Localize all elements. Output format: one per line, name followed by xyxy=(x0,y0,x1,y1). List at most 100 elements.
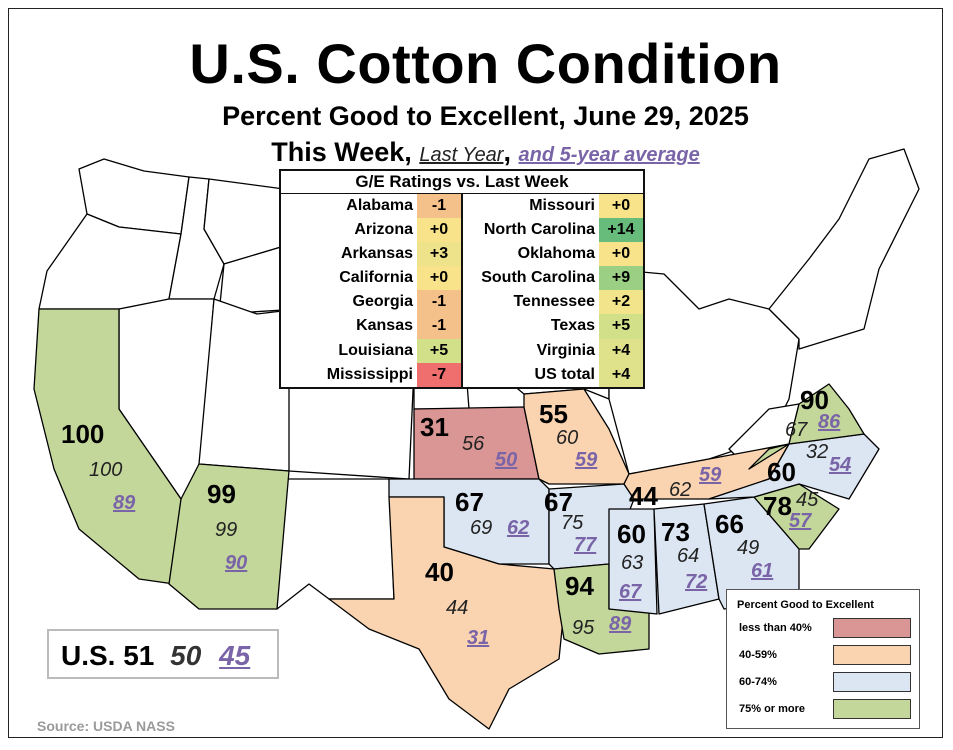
georgia-five-year: 61 xyxy=(751,560,774,582)
ge-row: Kansas -1 xyxy=(281,314,461,339)
us-total-this-week: U.S. 51 xyxy=(61,640,155,671)
arkansas-this-week: 67 xyxy=(544,487,573,517)
ge-change: +14 xyxy=(599,218,643,243)
virginia-five-year: 86 xyxy=(818,411,841,433)
page-subtitle: Percent Good to Excellent, June 29, 2025 xyxy=(222,101,749,131)
ge-row: South Carolina +9 xyxy=(463,266,643,291)
ge-change: +0 xyxy=(599,242,643,267)
louisiana-this-week: 94 xyxy=(565,571,594,601)
this-week-key: This Week, xyxy=(271,137,412,167)
ge-state: Texas xyxy=(550,317,595,335)
ge-change: +5 xyxy=(599,314,643,339)
ge-state: Oklahoma xyxy=(517,245,595,263)
legend-swatch xyxy=(833,645,911,665)
alabama-last-year: 64 xyxy=(677,545,700,567)
ge-state: Louisiana xyxy=(338,341,413,359)
ge-ratings-table: G/E Ratings vs. Last Week Alabama -1 Arizo… xyxy=(279,169,645,389)
ge-row: US total +4 xyxy=(463,362,643,387)
south-carolina-this-week: 78 xyxy=(763,491,792,521)
texas-this-week: 40 xyxy=(425,557,454,587)
ge-change: +3 xyxy=(417,242,461,267)
legend-swatch xyxy=(833,699,911,719)
kansas-this-week: 31 xyxy=(420,412,449,442)
ge-change: +4 xyxy=(599,338,643,363)
georgia-this-week: 66 xyxy=(715,509,744,539)
ge-change: -1 xyxy=(417,290,461,315)
alabama-five-year: 72 xyxy=(685,571,708,593)
state-arizona xyxy=(168,463,290,610)
us-total-five-year: 45 xyxy=(219,640,251,671)
oklahoma-five-year: 62 xyxy=(507,517,530,539)
arizona-five-year: 90 xyxy=(225,552,248,574)
legend-label: 75% or more xyxy=(739,703,806,715)
ge-row: Oklahoma +0 xyxy=(463,242,643,267)
ge-change: +5 xyxy=(417,338,461,363)
ge-change: +0 xyxy=(417,218,461,243)
alabama-this-week: 73 xyxy=(661,517,690,547)
mississippi-this-week: 60 xyxy=(617,519,646,549)
five-year-key: and 5-year average xyxy=(518,144,700,166)
ge-change: +2 xyxy=(599,290,643,315)
us-total-last-year: 50 xyxy=(170,640,202,671)
legend-swatch xyxy=(833,672,911,692)
ge-state: Missouri xyxy=(529,197,595,214)
ge-left-column: Alabama -1 Arizona +0 Arkansas +3 California +0… xyxy=(281,194,463,387)
last-year-key: Last Year xyxy=(419,144,504,166)
legend-item: less than 40% xyxy=(739,616,914,640)
california-last-year: 100 xyxy=(89,459,123,481)
oklahoma-this-week: 67 xyxy=(455,487,484,517)
ge-row: Tennessee +2 xyxy=(463,290,643,315)
ge-change: +0 xyxy=(417,266,461,291)
north-carolina-this-week: 60 xyxy=(767,457,796,487)
ge-row: Arizona +0 xyxy=(281,218,461,243)
key-comma: , xyxy=(503,137,511,167)
ge-state: South Carolina xyxy=(481,269,595,287)
ge-change: +9 xyxy=(599,266,643,291)
legend-item: 75% or more xyxy=(739,697,914,721)
state-virginia xyxy=(748,383,865,470)
louisiana-five-year: 89 xyxy=(609,613,632,635)
us-total-box: U.S. 51 50 45 xyxy=(47,629,279,679)
ge-change: -7 xyxy=(417,362,461,387)
virginia-this-week: 90 xyxy=(800,385,829,415)
legend-swatch xyxy=(833,618,911,638)
ge-change: +0 xyxy=(599,194,643,219)
ge-state: Georgia xyxy=(352,293,413,311)
ge-row: Alabama -1 xyxy=(281,194,461,219)
tennessee-five-year: 59 xyxy=(699,464,722,486)
texas-five-year: 31 xyxy=(467,627,490,649)
legend-label: 60-74% xyxy=(739,676,777,688)
south-carolina-five-year: 57 xyxy=(789,510,812,532)
legend-label: less than 40% xyxy=(739,622,812,634)
ge-state: US total xyxy=(534,365,595,383)
north-carolina-last-year: 32 xyxy=(806,441,829,463)
legend-item: 40-59% xyxy=(739,643,914,667)
ge-state: Kansas xyxy=(356,317,413,335)
ge-state: Tennessee xyxy=(513,293,595,311)
arkansas-five-year: 77 xyxy=(574,534,597,556)
series-key-line: This Week, Last Year, and 5-year average xyxy=(9,137,942,168)
ge-row: Georgia -1 xyxy=(281,290,461,315)
missouri-five-year: 59 xyxy=(575,449,598,471)
ge-row: California +0 xyxy=(281,266,461,291)
ge-state: Virginia xyxy=(536,341,595,359)
missouri-this-week: 55 xyxy=(539,399,568,429)
color-legend: Percent Good to Excellent less than 40% 4… xyxy=(726,589,920,729)
california-five-year: 89 xyxy=(113,492,136,514)
texas-last-year: 44 xyxy=(446,597,469,619)
ge-row: Texas +5 xyxy=(463,314,643,339)
arizona-this-week: 99 xyxy=(207,479,236,509)
arkansas-last-year: 75 xyxy=(561,512,584,534)
ge-right-column: Missouri +0 North Carolina +14 Oklahoma +0 Sou… xyxy=(463,194,643,387)
ge-row: North Carolina +14 xyxy=(463,218,643,243)
source-note: Source: USDA NASS xyxy=(37,718,175,734)
ge-table-title: G/E Ratings vs. Last Week xyxy=(281,171,643,194)
georgia-last-year: 49 xyxy=(737,537,760,559)
ge-state: Arkansas xyxy=(340,245,413,263)
state-new-mexico xyxy=(276,478,395,610)
kansas-five-year: 50 xyxy=(495,449,518,471)
virginia-last-year: 67 xyxy=(785,419,808,441)
legend-item: 60-74% xyxy=(739,670,914,694)
state-mississippi xyxy=(608,508,658,615)
ge-row: Mississippi -7 xyxy=(281,362,461,387)
